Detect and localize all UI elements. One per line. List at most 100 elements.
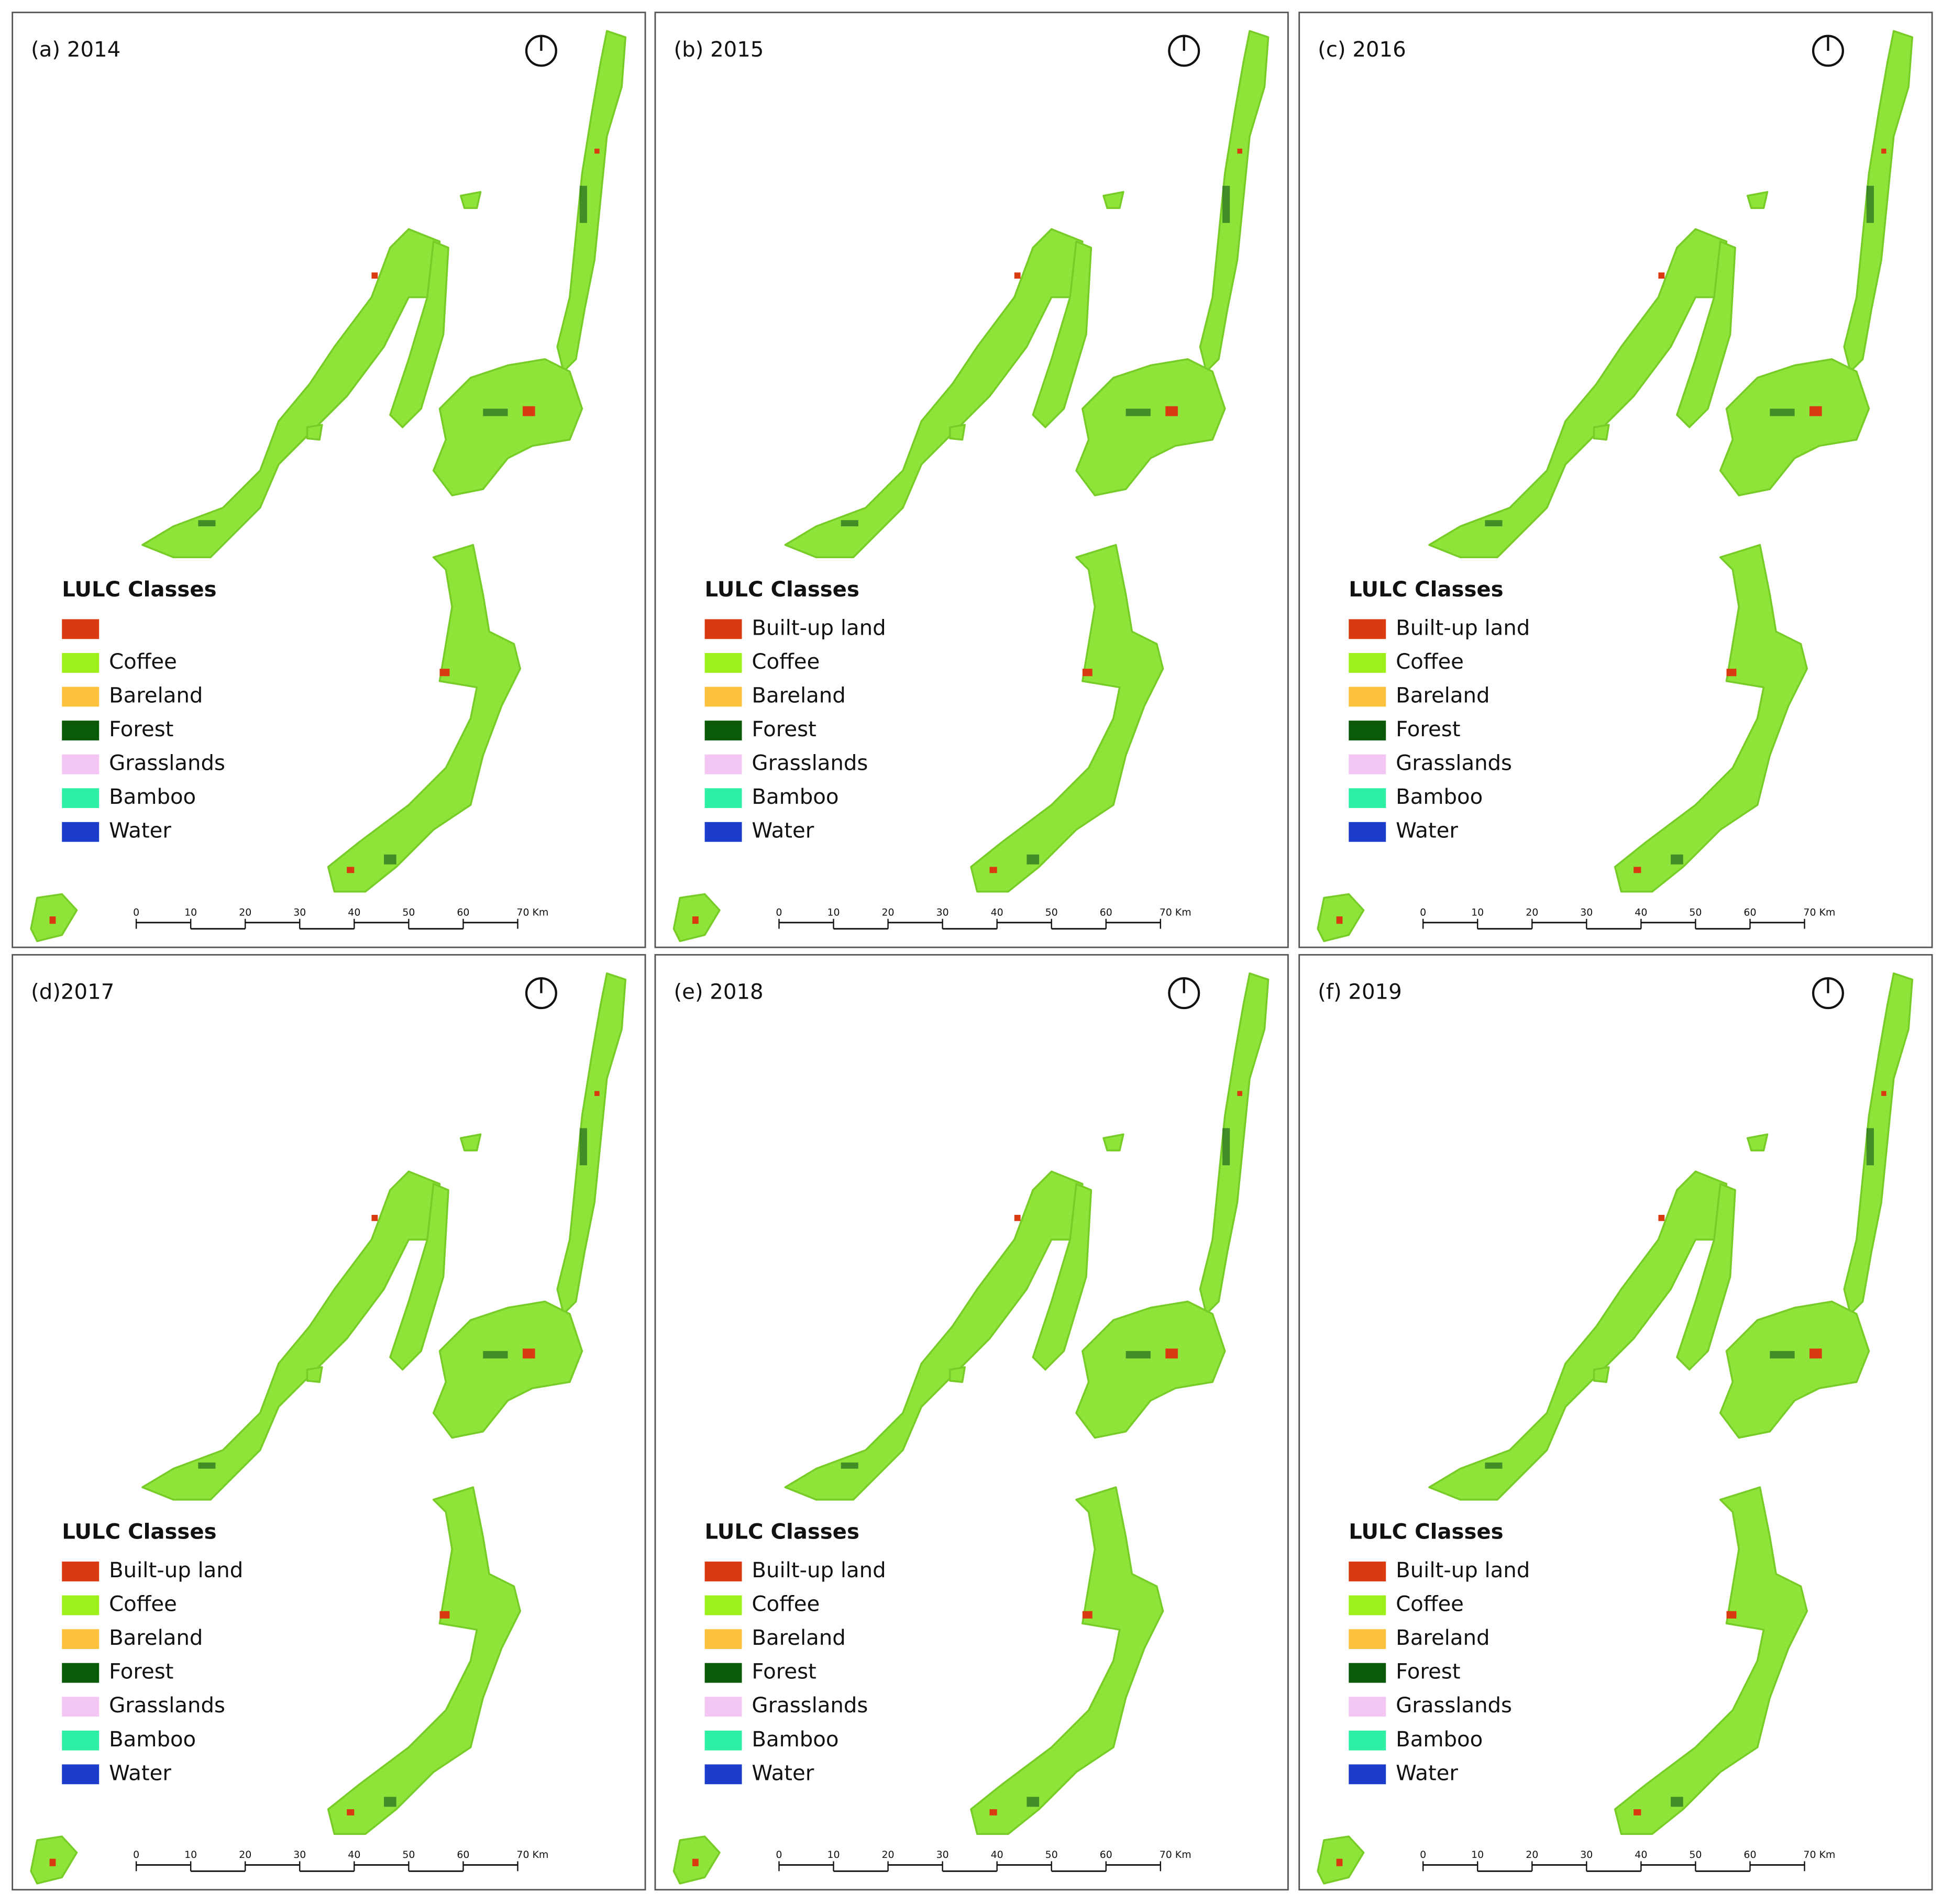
legend-swatch <box>1349 1595 1386 1615</box>
legend-label: Bamboo <box>1396 1728 1483 1752</box>
legend-label: Grasslands <box>1396 1693 1512 1718</box>
scale-label: 60 <box>1100 1849 1112 1861</box>
legend-label: Bareland <box>1396 683 1489 707</box>
legend-title: LULC Classes <box>705 578 859 602</box>
legend-label: Coffee <box>752 650 820 674</box>
scale-label: 50 <box>1689 906 1702 918</box>
scale-label: 0 <box>133 906 139 918</box>
scale-label: 70 Km <box>1803 1849 1835 1861</box>
panels: (a) 2014 LULC Classes Coffee Bareland Forest… <box>12 12 1933 1891</box>
legend-swatch <box>704 687 742 707</box>
map-panel: (d)2017 LULC Classes Built-up land Coffee Ba… <box>12 954 646 1891</box>
legend-swatch <box>704 1663 742 1683</box>
legend-title: LULC Classes <box>705 1520 859 1544</box>
scale-label: 60 <box>1744 906 1756 918</box>
legend-label: Bareland <box>109 1626 203 1650</box>
scale-label: 0 <box>776 906 782 918</box>
legend-label: Coffee <box>109 650 177 674</box>
legend-label: Bamboo <box>109 1728 196 1752</box>
legend-swatch <box>1349 788 1386 809</box>
legend-label: Water <box>752 1761 814 1785</box>
legend-swatch <box>704 822 742 842</box>
legend-swatch <box>704 788 742 809</box>
legend-label: Forest <box>109 1660 173 1684</box>
scale-label: 70 Km <box>516 906 548 918</box>
panel-title: (c) 2016 <box>1318 38 1406 62</box>
legend-swatch <box>1349 1629 1386 1650</box>
scale-label: 0 <box>1420 906 1426 918</box>
legend-label: Coffee <box>1396 650 1464 674</box>
scale-label: 20 <box>1526 1849 1538 1861</box>
legend-swatch <box>704 653 742 673</box>
legend-label: Bareland <box>109 683 203 707</box>
scale-label: 60 <box>457 906 469 918</box>
legend-swatch <box>1349 1697 1386 1717</box>
legend-label: Forest <box>752 1660 816 1684</box>
legend-label: Forest <box>1396 1660 1460 1684</box>
legend-label: Forest <box>752 717 816 741</box>
legend-label: Grasslands <box>752 751 868 776</box>
legend-swatch <box>1349 1663 1386 1683</box>
scale-label: 20 <box>239 906 251 918</box>
scale-label: 50 <box>1045 1849 1058 1861</box>
panel-frame <box>1298 12 1933 948</box>
scale-label: 60 <box>1744 1849 1756 1861</box>
legend-label: Forest <box>109 717 173 741</box>
scale-label: 30 <box>293 906 306 918</box>
scale-label: 10 <box>1471 906 1484 918</box>
map-panel: (f) 2019 LULC Classes Built-up land Coffee B… <box>1298 954 1933 1891</box>
scale-label: 10 <box>184 906 197 918</box>
map-panel: (b) 2015 LULC Classes Built-up land Coffee B… <box>654 12 1289 948</box>
legend-label: Bareland <box>752 683 845 707</box>
legend-swatch <box>704 1764 742 1785</box>
legend-swatch <box>1349 822 1386 842</box>
map-panel: (e) 2018 LULC Classes Built-up land Coffee B… <box>654 954 1289 1891</box>
legend-swatch <box>62 721 100 740</box>
legend-swatch <box>62 1595 100 1615</box>
legend-swatch <box>62 653 100 673</box>
legend-swatch <box>62 822 100 842</box>
scale-label: 60 <box>1100 906 1112 918</box>
scale-label: 30 <box>1580 1849 1593 1861</box>
scale-label: 40 <box>1635 1849 1647 1861</box>
legend-swatch <box>62 1697 100 1717</box>
legend-label: Grasslands <box>1396 751 1512 776</box>
scale-label: 50 <box>402 906 415 918</box>
panel-title: (d)2017 <box>31 980 114 1004</box>
scale-label: 0 <box>133 1849 139 1861</box>
panel-frame <box>654 954 1289 1891</box>
legend-label: Grasslands <box>109 1693 225 1718</box>
legend-swatch <box>62 619 100 639</box>
legend-title: LULC Classes <box>62 1520 216 1544</box>
legend-label: Coffee <box>109 1592 177 1617</box>
legend-label: Coffee <box>752 1592 820 1617</box>
legend-label: Bamboo <box>752 1728 838 1752</box>
legend-label: Water <box>109 819 171 843</box>
legend-swatch <box>62 788 100 809</box>
legend-swatch <box>1349 687 1386 707</box>
legend-swatch <box>62 1629 100 1650</box>
scale-label: 30 <box>936 1849 949 1861</box>
legend-swatch <box>62 1730 100 1751</box>
scale-label: 20 <box>1526 906 1538 918</box>
legend-label: Built-up land <box>1396 616 1530 640</box>
legend-swatch <box>1349 1562 1386 1581</box>
legend-label: Coffee <box>1396 1592 1464 1617</box>
scale-label: 30 <box>936 906 949 918</box>
legend-swatch <box>1349 653 1386 673</box>
panel-frame <box>12 954 646 1891</box>
scale-label: 0 <box>776 1849 782 1861</box>
scale-label: 50 <box>1689 1849 1702 1861</box>
scale-label: 40 <box>991 906 1003 918</box>
scale-label: 40 <box>1635 906 1647 918</box>
legend-swatch <box>1349 1730 1386 1751</box>
scale-label: 70 Km <box>1160 906 1191 918</box>
scale-label: 10 <box>1471 1849 1484 1861</box>
scale-label: 10 <box>827 1849 840 1861</box>
map-panel: (a) 2014 LULC Classes Coffee Bareland Forest… <box>12 12 646 948</box>
scale-label: 0 <box>1420 1849 1426 1861</box>
scale-label: 40 <box>991 1849 1003 1861</box>
legend-swatch <box>704 1730 742 1751</box>
legend-label: Water <box>109 1761 171 1785</box>
